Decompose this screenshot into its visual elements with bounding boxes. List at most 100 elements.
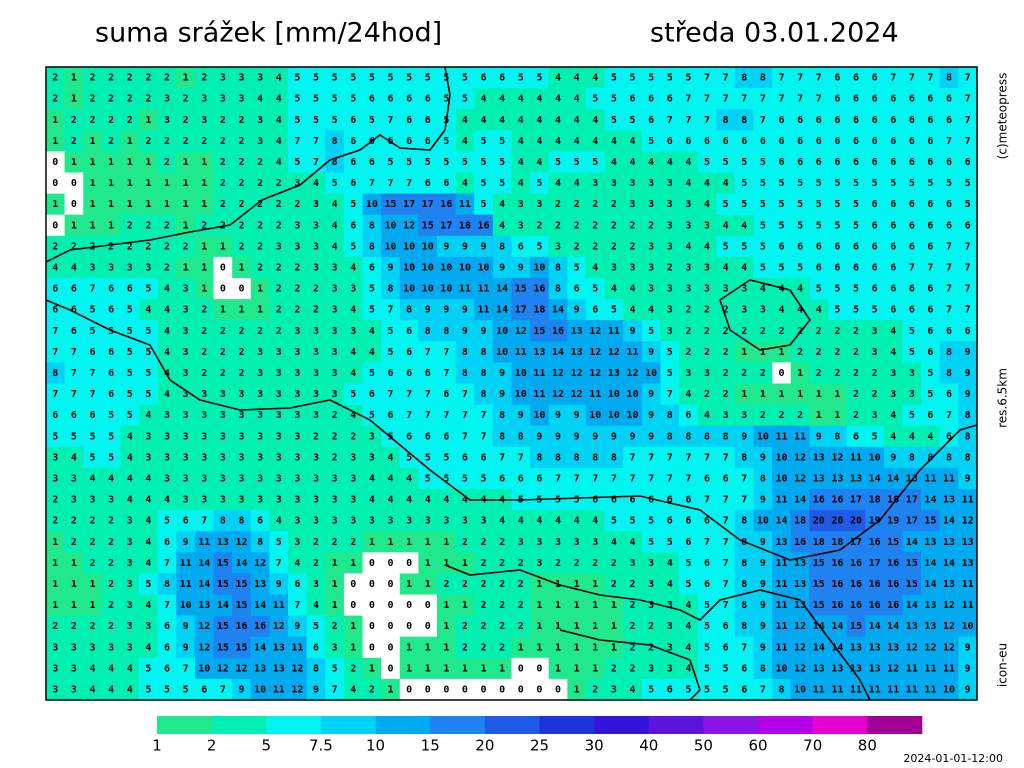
grid-cell (530, 256, 550, 279)
cell-value: 6 (778, 136, 784, 147)
cell-value: 7 (685, 452, 691, 463)
cell-value: 2 (201, 136, 207, 147)
cell-value: 17 (422, 199, 434, 210)
cell-value: 5 (443, 94, 449, 105)
grid-cell (194, 320, 214, 342)
grid-cell (46, 88, 65, 110)
cell-value: 3 (276, 452, 282, 463)
grid-cell (64, 151, 84, 173)
cell-value: 5 (648, 136, 654, 147)
grid-cell (325, 130, 345, 152)
cell-value: 3 (313, 579, 319, 590)
cell-value: 4 (630, 537, 636, 548)
cell-value: 9 (760, 579, 766, 590)
cell-value: 6 (853, 157, 859, 168)
grid-cell (828, 299, 847, 321)
grid-cell (809, 256, 829, 279)
cell-value: 7 (816, 73, 822, 84)
cell-value: 6 (946, 157, 952, 168)
cell-value: 8 (965, 410, 971, 421)
legend-label: 5 (262, 737, 272, 755)
cell-value: 3 (276, 389, 282, 400)
cell-value: 5 (406, 73, 412, 84)
cell-value: 7 (667, 115, 673, 126)
legend-label: 1 (152, 737, 162, 755)
grid-cell (213, 235, 233, 258)
cell-value: 9 (592, 431, 598, 442)
cell-value: 5 (313, 115, 319, 126)
grid-cell (362, 256, 382, 279)
cell-value: 5 (630, 73, 636, 84)
legend-swatch (648, 716, 704, 734)
grid-cell (958, 193, 978, 215)
cell-value: 1 (592, 621, 598, 632)
grid-cell (660, 362, 680, 384)
cell-value: 4 (536, 516, 542, 527)
cell-value: 6 (443, 178, 449, 189)
cell-value: 5 (127, 347, 133, 358)
cell-value: 1 (108, 178, 114, 189)
cell-value: 10 (515, 389, 527, 400)
grid-cell (46, 172, 65, 194)
grid-cell (492, 88, 512, 110)
cell-value: 12 (589, 368, 601, 379)
cell-value: 2 (592, 220, 598, 231)
cell-value: 1 (518, 642, 524, 653)
cell-value: 8 (425, 326, 431, 337)
cell-value: 5 (723, 241, 729, 252)
grid-cell (697, 341, 717, 363)
grid-cell (828, 172, 847, 194)
cell-value: 9 (760, 621, 766, 632)
legend-label: 15 (421, 737, 440, 755)
cell-value: 5 (145, 326, 151, 337)
cell-value: 5 (741, 241, 747, 252)
cell-value: 4 (369, 473, 375, 484)
cell-value: 7 (909, 73, 915, 84)
grid-cell (139, 362, 159, 384)
cell-value: 3 (630, 558, 636, 569)
cell-value: 6 (853, 94, 859, 105)
grid-cell (939, 172, 959, 194)
grid-cell (753, 130, 773, 152)
cell-value: 7 (741, 94, 747, 105)
cell-value: 5 (816, 220, 822, 231)
cell-value: 6 (853, 431, 859, 442)
cell-value: 7 (704, 537, 710, 548)
legend: 1 2 5 7.5 10 15 20 25 30 40 50 60 70 80 (152, 716, 923, 755)
cell-value: 11 (906, 684, 918, 695)
grid-cell (604, 235, 624, 258)
cell-value: 14 (887, 473, 899, 484)
cell-value: 5 (797, 262, 803, 273)
cell-value: 15 (515, 284, 527, 295)
cell-value: 11 (627, 347, 639, 358)
cell-value: 6 (164, 642, 170, 653)
grid-cell (157, 320, 177, 342)
cell-value: 2 (481, 558, 487, 569)
grid-cell (772, 67, 792, 89)
cell-value: 10 (757, 516, 769, 527)
cell-value: 8 (462, 347, 468, 358)
grid-cell (753, 151, 773, 173)
cell-value: 2 (648, 642, 654, 653)
cell-value: 6 (816, 157, 822, 168)
grid-cell (474, 299, 494, 321)
cell-value: 3 (592, 537, 598, 548)
cell-value: 3 (294, 241, 300, 252)
cell-value: 5 (611, 73, 617, 84)
cell-value: 2 (145, 220, 151, 231)
cell-value: 1 (183, 220, 189, 231)
grid-cell (325, 362, 345, 384)
cell-value: 1 (71, 73, 77, 84)
cell-value: 8 (760, 473, 766, 484)
cell-value: 5 (462, 94, 468, 105)
grid-cell (343, 235, 363, 258)
cell-value: 7 (890, 73, 896, 84)
grid-cell (46, 362, 65, 384)
grid-cell (939, 235, 959, 258)
cell-value: 5 (481, 157, 487, 168)
cell-value: 9 (760, 495, 766, 506)
grid-cell (883, 172, 903, 194)
grid-cell (381, 341, 401, 363)
cell-value: 9 (425, 305, 431, 316)
cell-value: 10 (515, 368, 527, 379)
